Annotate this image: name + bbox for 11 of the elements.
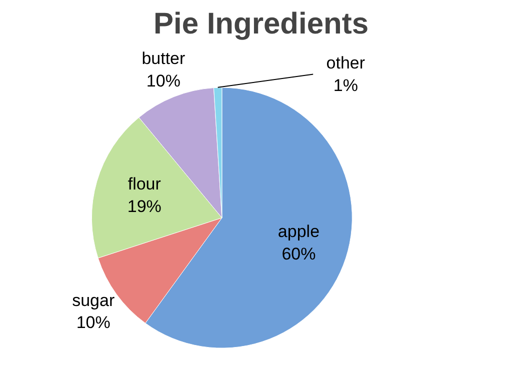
slice-label: other (326, 54, 366, 73)
data-label: 10% (146, 71, 180, 90)
data-label: 10% (76, 313, 110, 332)
chart-title: Pie Ingredients (153, 8, 369, 40)
slice-label: sugar (72, 290, 115, 310)
data-label: 19% (127, 196, 162, 216)
data-label: 1% (333, 76, 358, 95)
slice-label: apple (278, 222, 320, 242)
slice-label: butter (142, 49, 186, 68)
slice-label: flour (128, 174, 162, 194)
data-label: 60% (282, 244, 316, 264)
